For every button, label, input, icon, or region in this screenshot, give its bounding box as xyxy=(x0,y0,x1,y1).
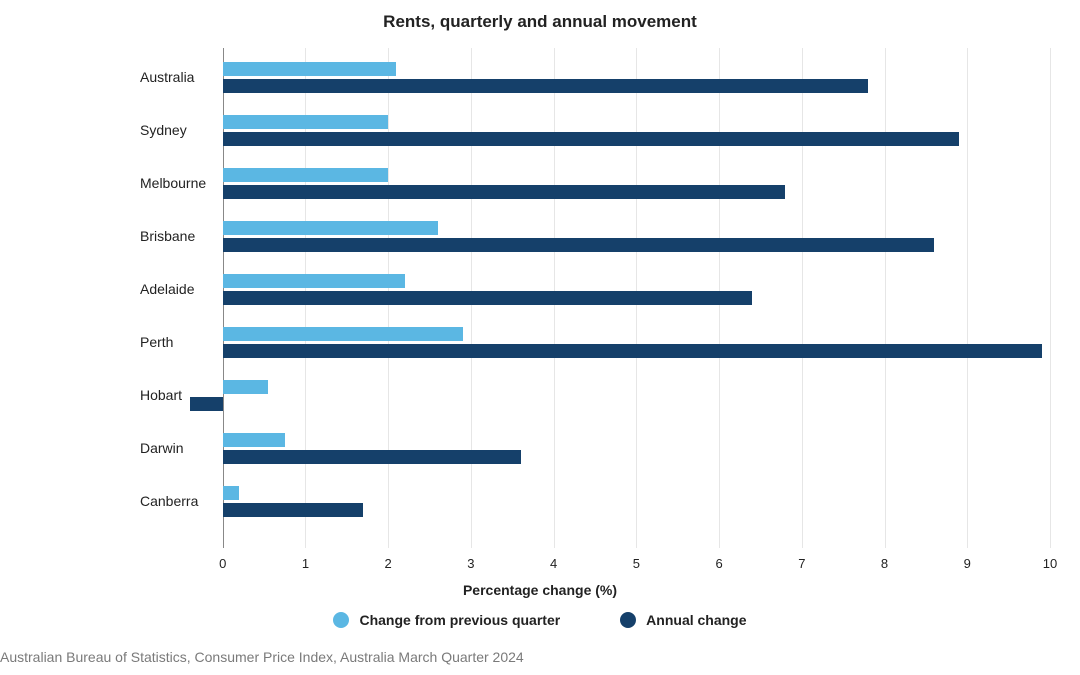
category-label: Sydney xyxy=(140,122,150,138)
bar xyxy=(223,238,934,252)
x-tick-label: 9 xyxy=(964,556,971,571)
x-tick-label: 3 xyxy=(467,556,474,571)
source-text: Australian Bureau of Statistics, Consume… xyxy=(0,649,524,665)
category-label: Canberra xyxy=(140,493,150,509)
x-tick-label: 6 xyxy=(715,556,722,571)
category-label: Australia xyxy=(140,69,150,85)
category-label: Melbourne xyxy=(140,175,150,191)
bar xyxy=(223,185,786,199)
legend-label: Change from previous quarter xyxy=(359,612,560,628)
bar xyxy=(223,450,521,464)
chart-title: Rents, quarterly and annual movement xyxy=(0,0,1080,32)
category-label: Darwin xyxy=(140,440,150,456)
bar xyxy=(223,486,240,500)
chart-legend: Change from previous quarter Annual chang… xyxy=(0,612,1080,631)
x-tick-label: 10 xyxy=(1043,556,1057,571)
gridline xyxy=(802,48,803,548)
bar xyxy=(223,79,868,93)
bar xyxy=(223,115,388,129)
x-tick-label: 0 xyxy=(219,556,226,571)
chart-plot-area: 012345678910AustraliaSydneyMelbourneBris… xyxy=(0,48,1080,548)
bar xyxy=(223,62,397,76)
bar xyxy=(223,132,959,146)
x-axis-label: Percentage change (%) xyxy=(463,582,617,598)
category-label: Perth xyxy=(140,334,150,350)
bar xyxy=(223,221,438,235)
gridline xyxy=(885,48,886,548)
legend-swatch xyxy=(620,612,636,628)
bar xyxy=(223,433,285,447)
x-tick-label: 7 xyxy=(798,556,805,571)
legend-label: Annual change xyxy=(646,612,746,628)
category-label: Hobart xyxy=(140,387,150,403)
category-label: Adelaide xyxy=(140,281,150,297)
bar xyxy=(223,168,388,182)
bar xyxy=(223,380,269,394)
bar xyxy=(223,503,364,517)
gridline xyxy=(967,48,968,548)
x-tick-label: 5 xyxy=(633,556,640,571)
bar xyxy=(223,291,752,305)
x-tick-label: 8 xyxy=(881,556,888,571)
bar xyxy=(223,327,463,341)
bar xyxy=(190,397,223,411)
legend-item: Annual change xyxy=(620,612,746,628)
x-tick-label: 4 xyxy=(550,556,557,571)
bar xyxy=(223,274,405,288)
bar xyxy=(223,344,1042,358)
x-tick-label: 1 xyxy=(302,556,309,571)
legend-item: Change from previous quarter xyxy=(333,612,560,628)
x-tick-label: 2 xyxy=(385,556,392,571)
category-label: Brisbane xyxy=(140,228,150,244)
gridline xyxy=(1050,48,1051,548)
legend-swatch xyxy=(333,612,349,628)
